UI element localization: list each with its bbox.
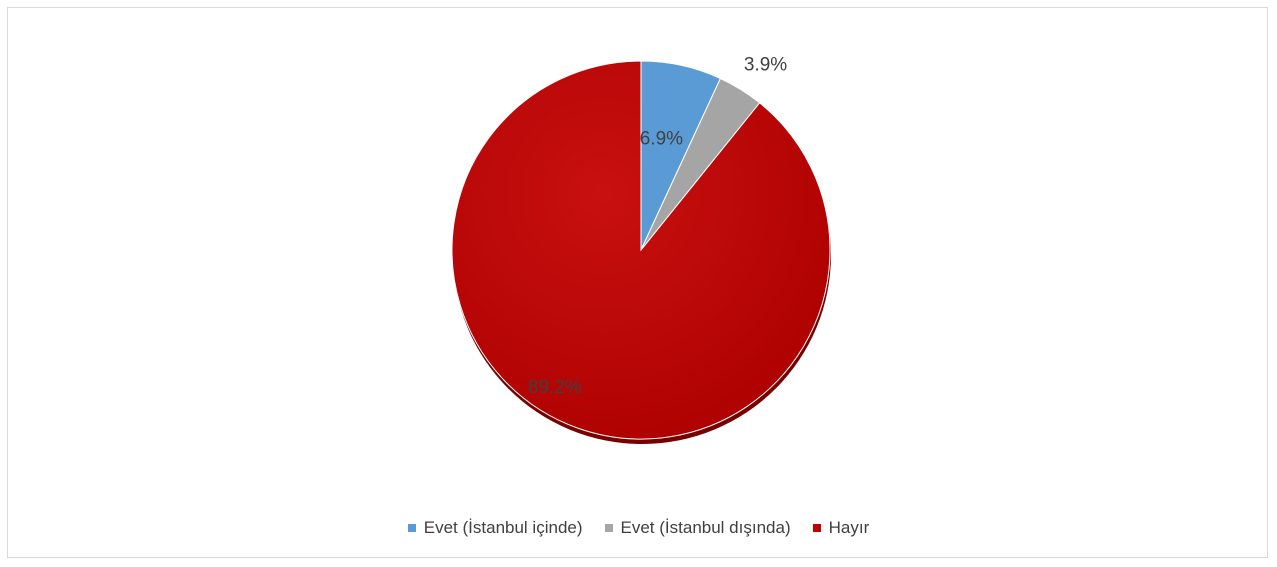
legend-label-0: Evet (İstanbul içinde) [423,518,583,537]
data-label-1: 3.9% [744,55,787,76]
data-label-2: 89.2% [528,377,582,398]
legend-item-1: Evet (İstanbul dışında) [604,518,791,538]
data-label-0: 6.9% [640,128,683,149]
legend-item-2: Hayır [812,518,870,538]
legend-label-2: Hayır [828,518,870,537]
legend-swatch-0 [407,524,416,532]
legend-swatch-1 [604,524,613,532]
pie-slice-2[interactable] [451,60,831,440]
legend-item-0: Evet (İstanbul içinde) [407,518,583,538]
legend-swatch-2 [812,524,821,532]
chart-legend: Evet (İstanbul içinde) Evet (İstanbul dış… [0,516,1277,540]
legend-label-1: Evet (İstanbul dışında) [620,518,791,537]
